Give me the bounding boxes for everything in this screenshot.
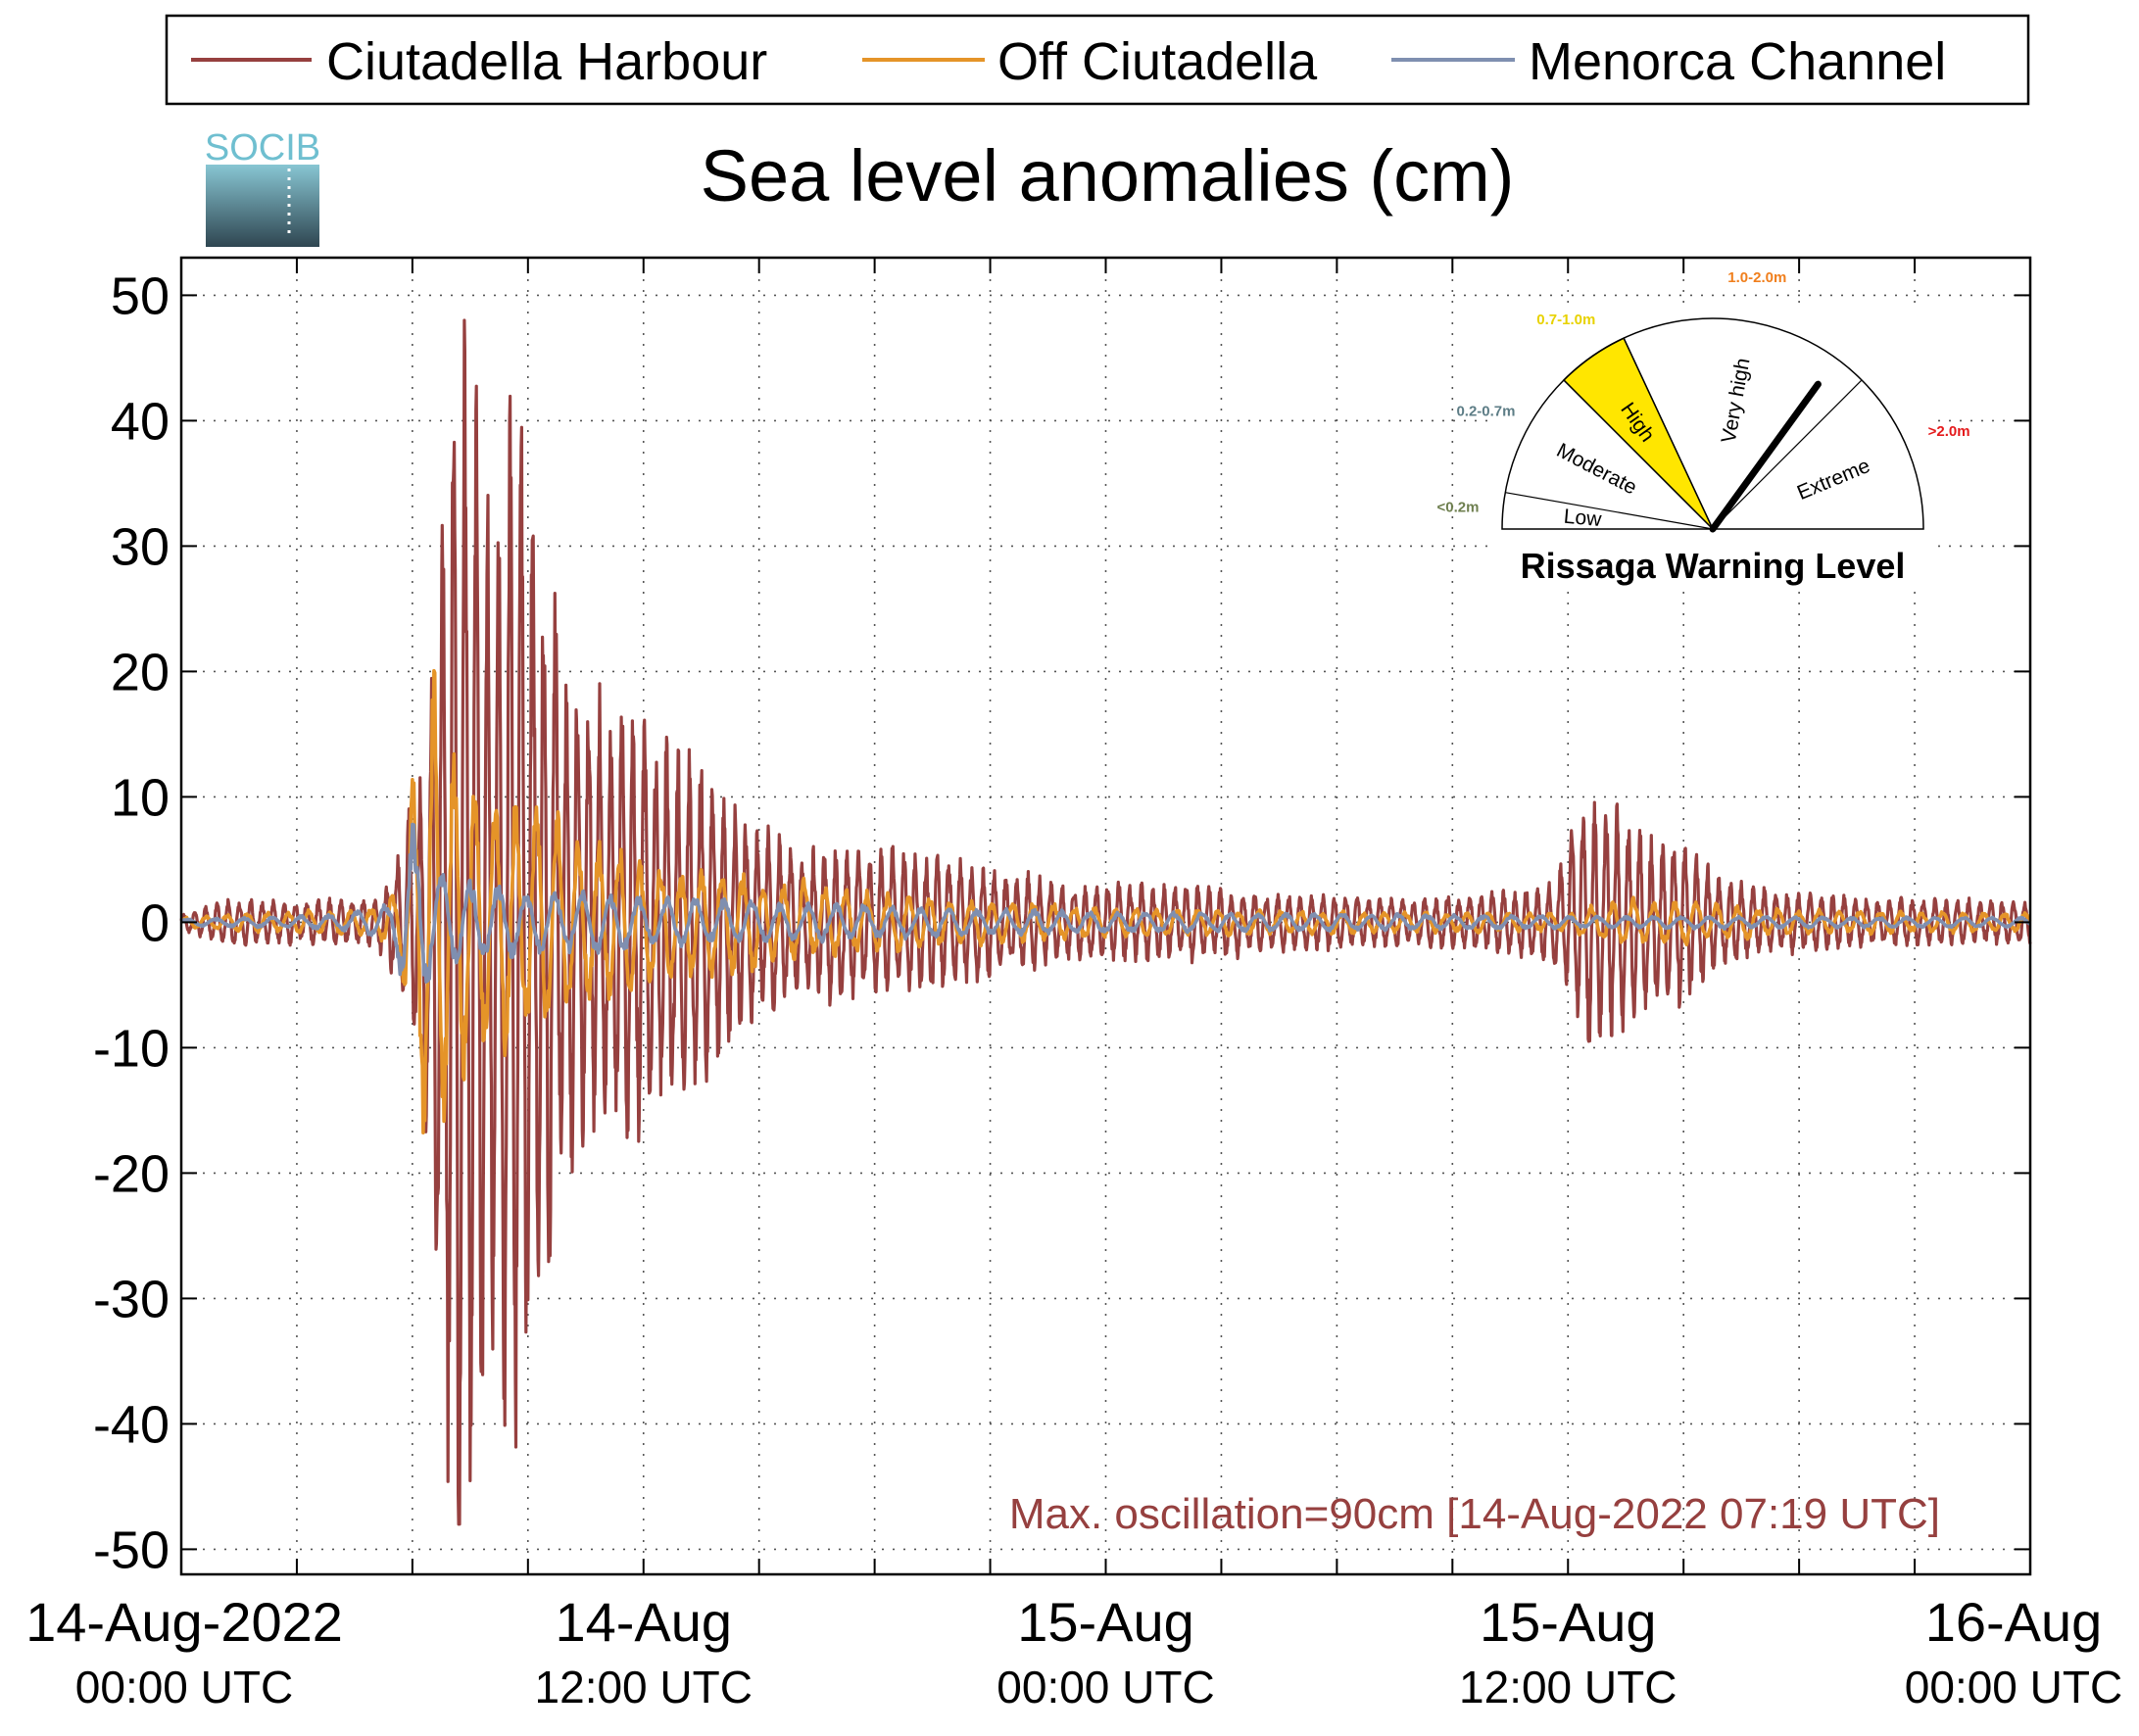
x-tick-label-date: 15-Aug: [1017, 1591, 1194, 1653]
gauge-divider: [1563, 379, 1714, 530]
y-tick-label: -40: [93, 1395, 170, 1454]
socib-logo: SOCIB: [205, 127, 320, 247]
legend-label-menorca-channel: Menorca Channel: [1529, 32, 1946, 91]
gauge-background: [1494, 311, 1931, 590]
y-tick-label: -10: [93, 1019, 170, 1078]
legend-label-ciutadella-harbour: Ciutadella Harbour: [326, 32, 767, 91]
gauge-divider: [1623, 337, 1714, 530]
x-tick-label-time: 12:00 UTC: [1459, 1662, 1677, 1712]
x-tick-labels: 14-Aug-2022 00:00 UTC 14-Aug 12:00 UTC 15-Au…: [25, 1591, 2122, 1712]
series-layer: [179, 318, 2032, 1526]
gauge-range-label: >2.0m: [1928, 423, 1970, 440]
y-tick-label: 0: [140, 893, 170, 952]
gauge-divider: [1712, 379, 1863, 530]
x-tick-label-date: 15-Aug: [1480, 1591, 1657, 1653]
y-tick-label: 30: [111, 517, 170, 576]
legend-box: [165, 14, 2030, 106]
legend: Ciutadella Harbour Off Ciutadella Menorc…: [165, 14, 2030, 106]
y-tick-label: 20: [111, 643, 170, 701]
tick-layer: [180, 258, 2031, 1574]
y-tick-labels: 50 40 30 20 10 0 -10 -20 -30 -40 -50: [93, 266, 170, 1579]
y-tick-label: 40: [111, 392, 170, 451]
y-tick-label: -30: [93, 1270, 170, 1328]
gauge-needle: [1709, 380, 1822, 533]
gauge-divider: [1505, 492, 1714, 530]
logo-text: SOCIB: [205, 127, 320, 169]
gauge-range-label: 0.7-1.0m: [1536, 312, 1595, 328]
y-tick-label: 10: [111, 768, 170, 827]
x-tick-label-time: 00:00 UTC: [997, 1662, 1214, 1712]
y-tick-label: 50: [111, 266, 170, 325]
x-tick-label-date: 16-Aug: [1925, 1591, 2103, 1653]
gauge-range-label: <0.2m: [1437, 499, 1480, 515]
gauge-range-label: 1.0-2.0m: [1727, 269, 1786, 286]
y-tick-label: -50: [93, 1520, 170, 1579]
x-tick-label-time: 12:00 UTC: [535, 1662, 753, 1712]
x-tick-label-time: 00:00 UTC: [75, 1662, 293, 1712]
x-tick-label-date: 14-Aug-2022: [25, 1591, 343, 1653]
logo-wave-block: [206, 165, 319, 247]
gauge-range-label: 0.2-0.7m: [1456, 403, 1515, 419]
x-tick-label-time: 00:00 UTC: [1905, 1662, 2122, 1712]
gauge-outline: [1501, 317, 1924, 530]
gauge-title: Rissaga Warning Level: [1521, 546, 1906, 586]
max-oscillation-annotation: Max. oscillation=90cm [14-Aug-2022 07:19…: [1009, 1490, 1940, 1538]
x-tick-label-date: 14-Aug: [555, 1591, 732, 1653]
series-line-menorca-channel: [180, 822, 2032, 984]
chart-title: Sea level anomalies (cm): [701, 135, 1515, 217]
y-tick-label: -20: [93, 1144, 170, 1203]
legend-label-off-ciutadella: Off Ciutadella: [997, 32, 1318, 91]
gauge-sector-label: Low: [1563, 506, 1603, 531]
